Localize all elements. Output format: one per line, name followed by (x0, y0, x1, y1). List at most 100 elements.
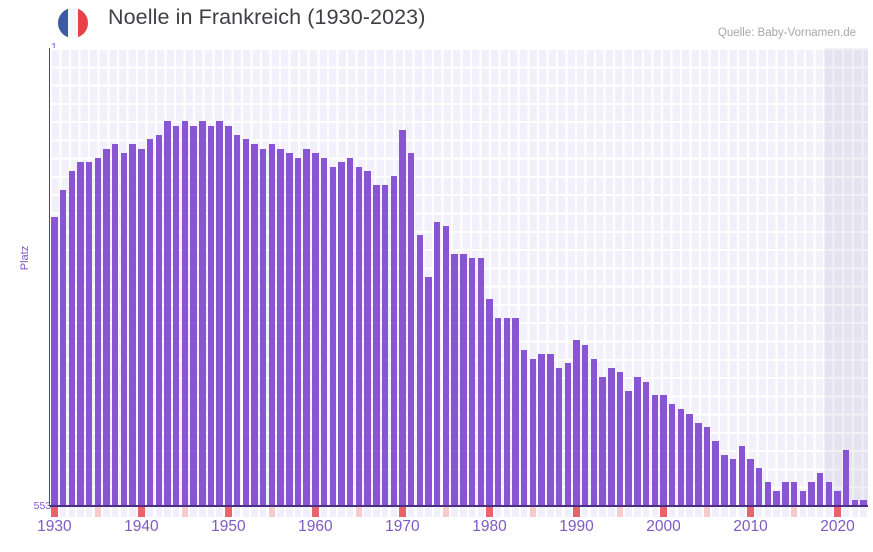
x-tick-marker-2012 (764, 507, 772, 517)
bar-2003 (686, 413, 693, 505)
bar-1939 (129, 143, 136, 505)
bar-1938 (120, 153, 128, 505)
x-tick-marker-1978 (468, 507, 476, 517)
x-tick-marker-1931 (59, 507, 67, 517)
bar-1971 (407, 153, 415, 505)
bar-1997 (634, 377, 641, 505)
bar-1983 (512, 317, 519, 505)
bar-1955 (268, 143, 276, 505)
x-tick-marker-1991 (581, 507, 589, 517)
x-tick-marker-1995 (616, 507, 624, 517)
bar-1961 (320, 157, 328, 505)
bar-1946 (190, 125, 197, 505)
bar-1943 (164, 121, 171, 505)
x-tick-marker-1943 (164, 507, 171, 517)
x-tick-marker-1996 (625, 507, 632, 517)
bar-2012 (764, 482, 772, 505)
flag-france-circle-icon (58, 8, 88, 38)
bar-1982 (503, 317, 511, 505)
bar-2006 (712, 441, 719, 505)
bar-1998 (642, 381, 650, 505)
chart-title: Noelle in Frankreich (1930-2023) (108, 5, 426, 29)
x-tick-marker-1968 (381, 507, 389, 517)
x-tick-marker-1958 (294, 507, 302, 517)
x-tick-marker-1988 (555, 507, 563, 517)
bar-1969 (390, 175, 397, 505)
x-axis-label-1940: 1940 (124, 518, 159, 535)
x-tick-marker-1983 (512, 507, 519, 517)
bar-1963 (338, 162, 345, 505)
bar-1975 (442, 226, 450, 505)
x-tick-marker-1975 (442, 507, 450, 517)
bar-1962 (329, 166, 337, 505)
bar-2013 (773, 491, 780, 505)
x-axis-label-1970: 1970 (385, 518, 420, 535)
x-tick-marker-2020 (834, 507, 841, 517)
bar-2011 (756, 468, 763, 505)
x-tick-marker-2018 (816, 507, 824, 517)
bar-1931 (59, 189, 67, 505)
x-tick-marker-1946 (190, 507, 197, 517)
x-axis-label-2000: 2000 (646, 518, 681, 535)
x-tick-marker-1998 (642, 507, 650, 517)
x-tick-marker-1938 (120, 507, 128, 517)
bar-1960 (312, 153, 319, 505)
x-tick-marker-1964 (347, 507, 354, 517)
x-tick-marker-2010 (747, 507, 754, 517)
x-tick-marker-1939 (129, 507, 136, 517)
x-tick-marker-1948 (207, 507, 215, 517)
x-tick-marker-1982 (503, 507, 511, 517)
x-tick-marker-1999 (651, 507, 658, 517)
x-tick-marker-2006 (712, 507, 719, 517)
x-tick-marker-1930 (51, 507, 58, 517)
bar-2000 (660, 395, 667, 505)
bar-1964 (347, 157, 354, 505)
x-tick-marker-2001 (668, 507, 676, 517)
bar-2015 (790, 482, 798, 505)
x-tick-marker-1979 (477, 507, 484, 517)
x-tick-marker-2003 (686, 507, 693, 517)
bar-1935 (94, 157, 102, 505)
x-tick-marker-1976 (451, 507, 458, 517)
bar-2005 (703, 427, 711, 505)
bar-1968 (381, 185, 389, 505)
chart-header: Noelle in Frankreich (1930-2023) Quelle:… (0, 0, 873, 48)
bar-2008 (729, 459, 737, 505)
x-tick-marker-2007 (721, 507, 728, 517)
x-tick-marker-1944 (172, 507, 180, 517)
bar-1932 (68, 171, 75, 505)
bar-2007 (721, 454, 728, 505)
x-tick-marker-1934 (85, 507, 93, 517)
bar-1945 (181, 121, 189, 505)
bar-1937 (112, 143, 119, 505)
bar-1936 (103, 148, 110, 505)
x-tick-marker-2009 (738, 507, 746, 517)
bar-2021 (843, 450, 850, 505)
plot-area (50, 48, 868, 505)
x-tick-marker-1951 (233, 507, 241, 517)
x-tick-marker-1972 (416, 507, 424, 517)
bar-1978 (468, 258, 476, 505)
bar-1996 (625, 390, 632, 505)
bar-1970 (399, 130, 406, 505)
x-axis-line (50, 505, 868, 507)
x-tick-marker-1940 (138, 507, 145, 517)
bar-2009 (738, 445, 746, 505)
bar-1977 (460, 253, 467, 505)
bar-2002 (677, 409, 685, 505)
bar-2004 (695, 422, 702, 505)
bar-1942 (155, 134, 162, 505)
bar-1952 (242, 139, 249, 505)
bar-1993 (599, 377, 606, 505)
x-tick-marker-2023 (860, 507, 867, 517)
bar-1999 (651, 395, 658, 505)
bar-1990 (573, 340, 580, 505)
bar-1953 (251, 143, 258, 505)
bar-1944 (172, 125, 180, 505)
bar-1951 (233, 134, 241, 505)
x-tick-marker-1992 (590, 507, 598, 517)
x-tick-marker-1970 (399, 507, 406, 517)
x-tick-marker-1977 (460, 507, 467, 517)
x-tick-marker-2011 (756, 507, 763, 517)
x-axis-tick-labels: 1930 1940 1950 1960 1970 1980 1990 2000 2010 2020 (0, 518, 873, 546)
